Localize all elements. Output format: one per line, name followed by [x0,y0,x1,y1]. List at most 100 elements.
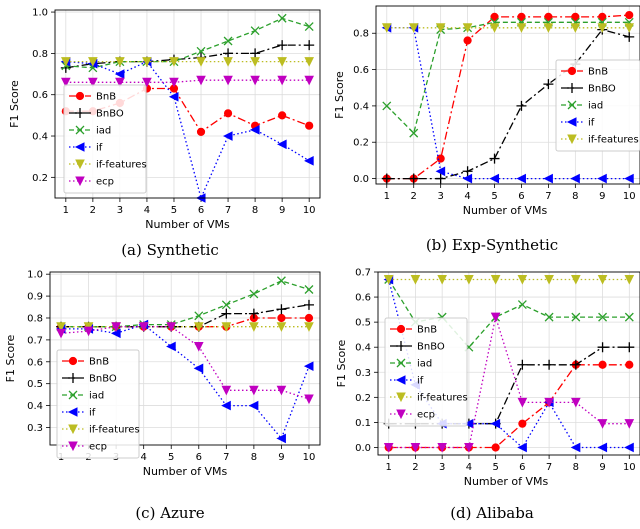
data-point-if-features [193,322,204,332]
data-point-if-features [624,275,635,285]
legend-marker-iad [396,358,406,368]
y-tick-label: 0.4 [355,343,371,354]
data-point-if-features [543,23,554,33]
legend-marker-iad [68,390,78,400]
data-point-iad [194,311,204,321]
data-point-if [221,400,231,411]
legend-marker-ecp [75,176,85,187]
data-point-if [490,418,501,429]
data-point-if [517,442,527,453]
data-point-if-features [571,275,581,285]
data-point-if-features [408,23,419,33]
legend: BnB BnBO iad if if-features ecp [56,349,140,459]
series-line-ecp [388,314,630,449]
data-point-if-features [169,57,179,67]
series-line-iad [386,21,630,135]
legend-label-if-features: if-features [96,160,147,171]
y-tick-label: 1.0 [32,8,48,19]
legend-label-BnBO: BnBO [417,342,445,353]
data-point-BnBO [221,308,232,319]
data-point-if [304,156,314,166]
legend-label-iad: iad [89,391,104,402]
y-tick-label: 0.8 [27,313,43,324]
x-tick-label: 6 [196,452,202,463]
series-line-BnBO [388,346,630,425]
legend-label-BnBO: BnBO [588,84,616,95]
panel-caption: (c) Azure [135,504,204,522]
y-tick-label: 0.3 [27,423,43,434]
series-line-ecp [65,79,310,83]
x-tick-label: 7 [546,462,552,473]
x-tick-label: 7 [225,205,231,216]
data-point-if [597,442,608,453]
data-point-BnBO [277,40,288,51]
series-line-iad [61,280,310,328]
series-line-if [61,323,310,440]
data-point-if-features [597,23,608,33]
y-tick-label: 0.7 [27,335,43,346]
legend-box [56,349,140,459]
data-point-ecp [517,397,528,408]
chart-panel: 0.2 0.4 0.6 0.8 1.0 1 2 3 4 5 6 7 8 9 10 Number of VMs F… [8,8,321,259]
data-point-BnBO [517,359,528,370]
data-point-BnB [223,109,233,118]
legend-marker-BnBO [75,108,85,118]
x-axis-label: Number of VMs [143,465,228,478]
data-point-ecp [169,77,179,88]
legend-marker-iad [75,125,85,135]
chart-panel: 0.0 0.2 0.4 0.6 0.8 1 2 3 4 5 6 7 8 9 10 Number of VMs F… [333,5,640,254]
data-point-ecp [138,322,149,332]
data-point-if [114,69,125,79]
y-tick-label: 0.1 [355,418,371,429]
data-point-if [624,442,634,453]
y-tick-label: 0.7 [355,268,371,279]
legend-label-BnB: BnB [417,325,437,336]
legend-label-if-features: if-features [588,135,639,146]
legend: BnB BnBO iad if if-features ecp [63,84,147,194]
data-point-iad [304,22,314,31]
y-tick-label: 0.2 [353,138,369,149]
y-tick-label: 0.6 [355,293,371,304]
data-point-ecp [249,385,259,396]
data-point-ecp [88,77,98,88]
legend-label-iad: iad [417,359,432,370]
data-point-BnBO [570,359,581,370]
data-point-BnB [490,12,499,21]
data-point-BnBO [544,359,555,370]
data-point-if-features [462,23,473,33]
legend-label-ecp: ecp [417,410,435,421]
data-point-ecp [304,75,314,86]
legend: BnB BnBO iad if if-features [555,59,640,152]
legend-marker-if [67,407,78,417]
data-point-if-features [142,57,152,67]
series-line-BnB [386,14,630,180]
data-point-iad [277,13,287,23]
data-point-if-features [250,57,260,67]
data-point-if [624,173,634,184]
data-point-ecp [490,312,501,323]
x-tick-label: 3 [437,191,443,202]
panel-caption: (a) Synthetic [121,241,219,259]
data-point-iad [409,128,419,138]
y-axis-label: F1 Score [8,80,21,128]
data-point-ecp [383,442,394,453]
data-point-BnBO [381,173,392,184]
data-point-if-features [115,57,125,67]
data-point-if-features [249,322,259,332]
data-point-BnB [544,12,553,21]
data-point-if [166,341,176,352]
x-tick-label: 10 [303,205,316,216]
data-point-if-features [624,23,635,33]
data-point-iad [571,312,581,322]
y-axis-label: F1 Score [333,71,346,119]
data-point-if-features [221,322,232,332]
series-line-BnBO [65,44,310,69]
legend-marker-if-features [75,159,85,170]
data-point-BnBO [624,31,635,42]
data-point-if [248,400,259,411]
data-point-ecp [277,75,287,86]
data-point-if [543,173,553,184]
x-tick-label: 10 [623,191,636,202]
data-point-BnB [304,313,314,323]
x-tick-label: 6 [198,205,204,216]
